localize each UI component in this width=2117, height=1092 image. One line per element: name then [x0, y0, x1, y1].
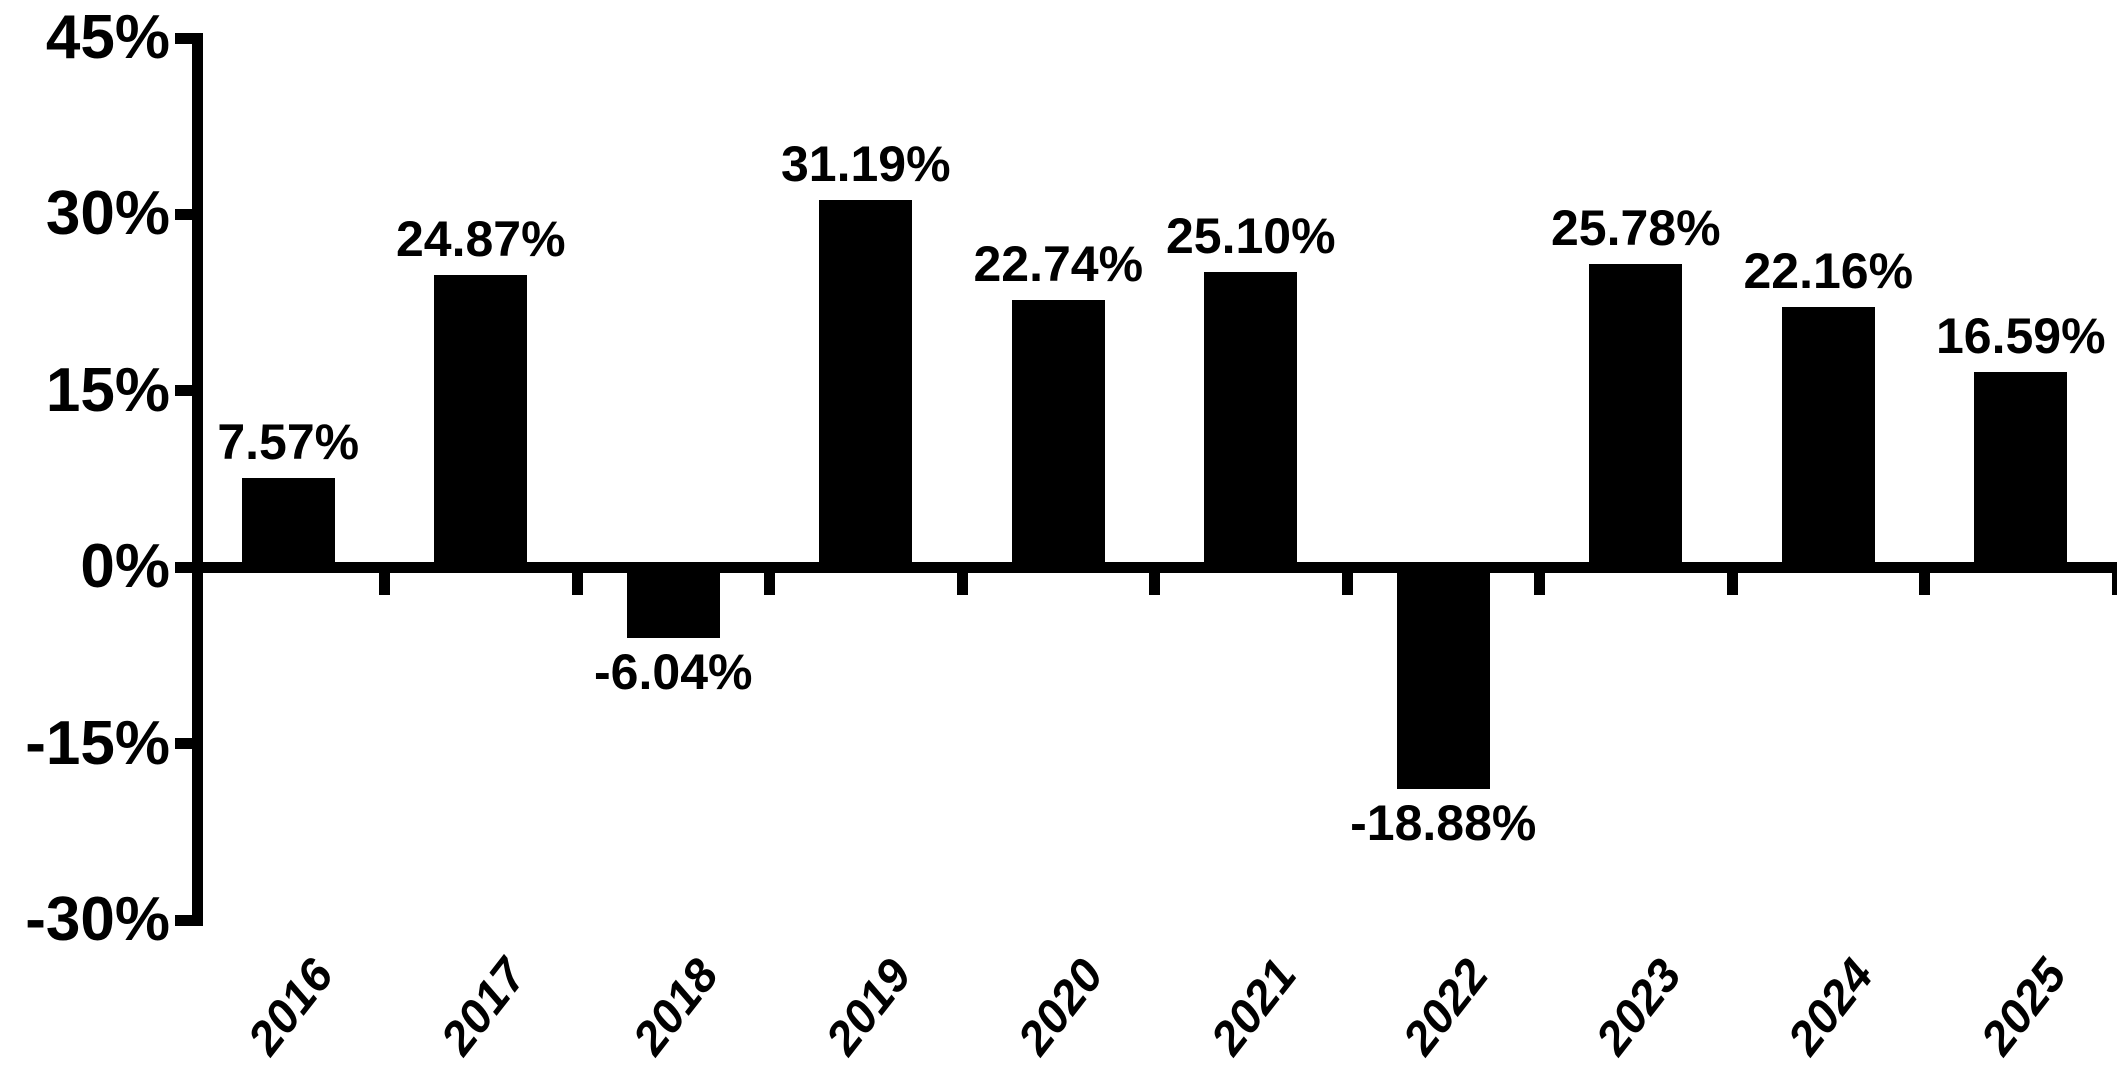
x-axis-tick-label: 2021	[1199, 948, 1306, 1064]
bar-value-label: 25.10%	[1165, 208, 1336, 265]
x-axis-tick	[1726, 561, 1738, 596]
bar-value-label: 25.78%	[1550, 200, 1721, 257]
x-axis-tick	[2111, 561, 2117, 596]
bar-2016	[241, 478, 335, 568]
bar-value-label: 16.59%	[1935, 308, 2106, 365]
bar-value-label: 22.74%	[973, 235, 1144, 292]
x-axis-tick-label: 2017	[429, 948, 536, 1064]
x-axis-tick	[571, 561, 583, 596]
x-axis-tick	[956, 561, 968, 596]
bar-value-label: -18.88%	[1350, 795, 1537, 852]
bar-2020	[1011, 299, 1105, 568]
y-axis-tick	[175, 914, 192, 926]
x-axis-tick-label: 2016	[237, 948, 344, 1064]
bar-2025	[1974, 372, 2068, 568]
y-axis-tick-label: 15%	[45, 355, 170, 425]
bar-2023	[1589, 264, 1683, 568]
y-axis-tick	[175, 561, 192, 573]
x-axis-tick-label: 2018	[622, 948, 729, 1064]
bar-2019	[819, 200, 913, 568]
y-axis-line	[192, 32, 203, 926]
x-axis-tick	[379, 561, 390, 596]
x-axis-tick	[764, 561, 775, 596]
x-axis-tick-label: 2020	[1007, 948, 1114, 1064]
x-axis-tick	[1341, 561, 1353, 596]
bar-value-label: 31.19%	[780, 136, 951, 193]
y-axis-tick-label: 0%	[80, 532, 170, 602]
y-axis-tick	[175, 32, 192, 44]
x-axis-tick	[1149, 561, 1160, 596]
y-axis-tick-label: -30%	[25, 885, 170, 954]
bar-value-label: 22.16%	[1743, 242, 1914, 299]
bar-2024	[1781, 306, 1875, 568]
bar-value-label: 24.87%	[395, 210, 566, 267]
y-axis-tick-label: 30%	[45, 179, 170, 249]
bar-2022	[1396, 567, 1490, 790]
x-axis-tick-label: 2023	[1584, 948, 1691, 1064]
y-axis-tick-label: 45%	[45, 3, 170, 72]
bar-2021	[1204, 272, 1298, 568]
x-axis-tick	[1534, 561, 1545, 596]
y-axis-tick	[175, 208, 192, 220]
y-axis-tick	[175, 385, 192, 397]
x-axis-tick-label: 2019	[814, 948, 921, 1064]
bar-2018	[626, 567, 720, 639]
y-axis-tick-label: -15%	[25, 708, 170, 778]
bar-value-label: 7.57%	[217, 414, 360, 471]
x-axis-tick-label: 2025	[1969, 948, 2076, 1064]
x-axis-tick	[1919, 561, 1930, 596]
bar-value-label: -6.04%	[594, 644, 753, 701]
x-axis-tick-label: 2024	[1777, 948, 1884, 1064]
bar-2017	[434, 274, 528, 568]
x-axis-tick-label: 2022	[1392, 948, 1499, 1064]
y-axis-tick	[175, 738, 192, 750]
